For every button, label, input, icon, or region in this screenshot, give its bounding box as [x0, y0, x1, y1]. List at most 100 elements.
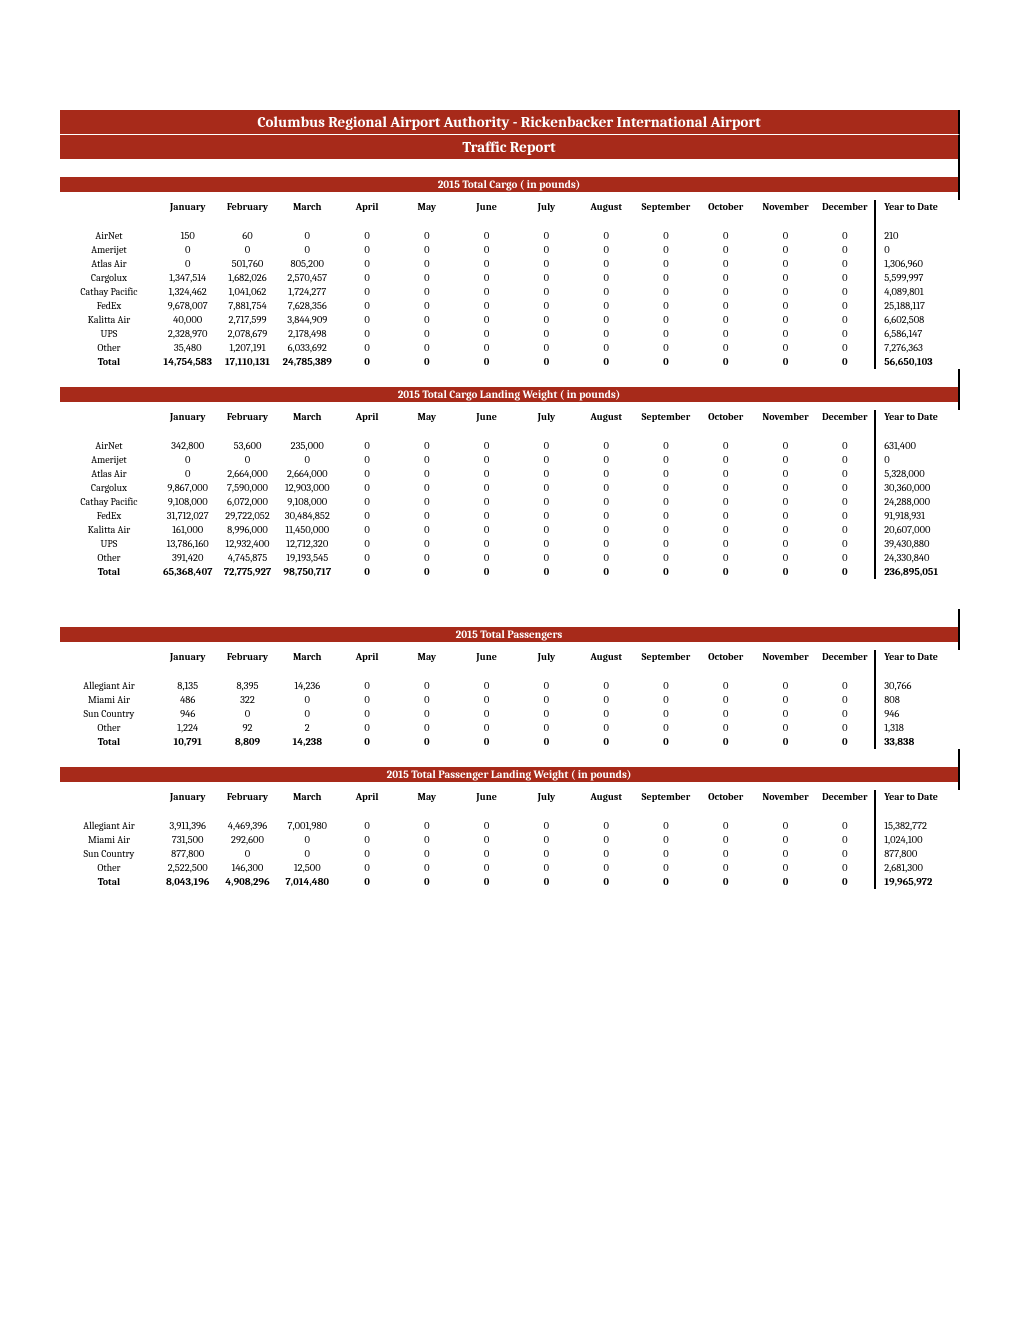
total-value: 0	[696, 735, 756, 749]
column-header: March	[277, 410, 337, 424]
total-value: 0	[397, 565, 457, 579]
column-header: May	[397, 650, 457, 664]
total-value: 0	[397, 355, 457, 369]
total-value: 0	[636, 875, 696, 889]
total-value: 65,368,407	[158, 565, 218, 579]
row-label: Cathay Pacific	[60, 495, 158, 509]
cell-value: 0	[517, 693, 577, 707]
cell-value: 12,903,000	[277, 481, 337, 495]
cell-value: 0	[457, 833, 517, 847]
cell-value: 0	[517, 847, 577, 861]
cell-value: 0	[397, 523, 457, 537]
ytd-value: 0	[875, 243, 960, 257]
column-header: July	[517, 790, 577, 804]
column-header: September	[636, 410, 696, 424]
cell-value: 0	[576, 285, 636, 299]
cell-value: 0	[636, 229, 696, 243]
cell-value: 0	[636, 721, 696, 735]
total-value: 0	[337, 565, 397, 579]
cell-value: 0	[397, 693, 457, 707]
cell-value: 8,135	[158, 679, 218, 693]
cell-value: 0	[397, 439, 457, 453]
cell-value: 0	[696, 693, 756, 707]
cell-value: 0	[696, 467, 756, 481]
ytd-value: 24,288,000	[875, 495, 960, 509]
cell-value: 0	[397, 819, 457, 833]
total-value: 17,110,131	[218, 355, 278, 369]
cell-value: 0	[218, 453, 278, 467]
cell-value: 4,469,396	[218, 819, 278, 833]
table-row: FedEx9,678,0077,881,7547,628,35600000000…	[60, 299, 960, 313]
cell-value: 0	[696, 819, 756, 833]
cell-value: 0	[696, 257, 756, 271]
cell-value: 0	[756, 243, 816, 257]
cell-value: 3,911,396	[158, 819, 218, 833]
cell-value: 0	[397, 495, 457, 509]
cell-value: 0	[756, 341, 816, 355]
cell-value: 1,347,514	[158, 271, 218, 285]
cell-value: 0	[696, 229, 756, 243]
cell-value: 146,300	[218, 861, 278, 875]
cell-value: 0	[337, 707, 397, 721]
column-header: April	[337, 410, 397, 424]
total-value: 0	[636, 355, 696, 369]
cell-value: 0	[815, 679, 875, 693]
cell-value: 0	[696, 481, 756, 495]
cell-value: 0	[397, 537, 457, 551]
column-header: November	[756, 410, 816, 424]
cell-value: 3,844,909	[277, 313, 337, 327]
cell-value: 0	[337, 257, 397, 271]
cell-value: 0	[756, 313, 816, 327]
cell-value: 0	[397, 313, 457, 327]
cell-value: 0	[337, 693, 397, 707]
blank-header	[60, 790, 158, 804]
data-table: JanuaryFebruaryMarchAprilMayJuneJulyAugu…	[60, 650, 960, 749]
cell-value: 0	[517, 523, 577, 537]
ytd-value: 1,306,960	[875, 257, 960, 271]
total-value: 0	[337, 355, 397, 369]
cell-value: 0	[517, 453, 577, 467]
cell-value: 2,328,970	[158, 327, 218, 341]
cell-value: 1,682,026	[218, 271, 278, 285]
row-label: Amerijet	[60, 243, 158, 257]
cell-value: 0	[636, 271, 696, 285]
cell-value: 0	[517, 341, 577, 355]
cell-value: 0	[696, 721, 756, 735]
cell-value: 7,590,000	[218, 481, 278, 495]
column-header: February	[218, 790, 278, 804]
cell-value: 9,867,000	[158, 481, 218, 495]
cell-value: 0	[576, 721, 636, 735]
cell-value: 0	[696, 299, 756, 313]
cell-value: 0	[457, 523, 517, 537]
cell-value: 0	[576, 833, 636, 847]
cell-value: 7,628,356	[277, 299, 337, 313]
cell-value: 31,712,027	[158, 509, 218, 523]
row-label: Kalitta Air	[60, 523, 158, 537]
cell-value: 0	[397, 509, 457, 523]
table-row: UPS2,328,9702,078,6792,178,4980000000006…	[60, 327, 960, 341]
cell-value: 0	[337, 861, 397, 875]
ytd-value: 877,800	[875, 847, 960, 861]
cell-value: 0	[756, 861, 816, 875]
column-header: April	[337, 790, 397, 804]
cell-value: 0	[576, 509, 636, 523]
total-value: 8,043,196	[158, 875, 218, 889]
cell-value: 0	[337, 229, 397, 243]
table-row: UPS13,786,16012,932,40012,712,3200000000…	[60, 537, 960, 551]
cell-value: 0	[517, 861, 577, 875]
cell-value: 0	[337, 271, 397, 285]
column-header: September	[636, 650, 696, 664]
cell-value: 0	[756, 537, 816, 551]
total-value: 14,754,583	[158, 355, 218, 369]
cell-value: 0	[756, 819, 816, 833]
total-label: Total	[60, 355, 158, 369]
cell-value: 0	[696, 679, 756, 693]
column-header: March	[277, 650, 337, 664]
cell-value: 0	[457, 257, 517, 271]
cell-value: 342,800	[158, 439, 218, 453]
total-value: 0	[397, 875, 457, 889]
ytd-header: Year to Date	[875, 410, 960, 424]
cell-value: 0	[397, 229, 457, 243]
cell-value: 0	[576, 341, 636, 355]
cell-value: 0	[696, 707, 756, 721]
